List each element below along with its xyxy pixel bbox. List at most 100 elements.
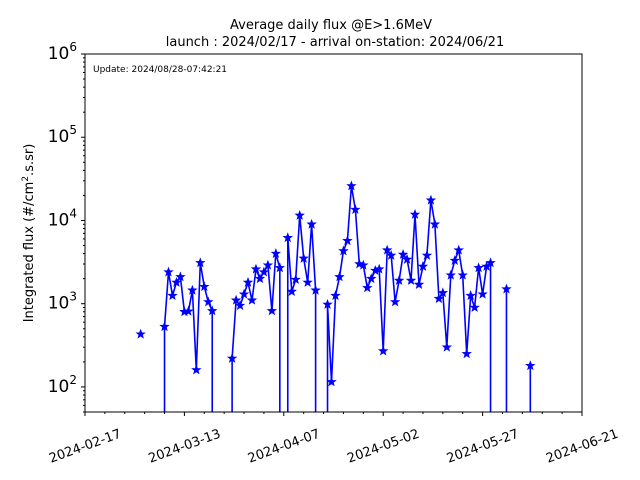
data-point-star: [465, 290, 476, 301]
data-point-star: [449, 255, 460, 265]
data-point-star: [358, 259, 369, 270]
data-point-star: [282, 232, 293, 243]
data-point-star: [167, 290, 178, 301]
data-point-star: [195, 257, 206, 268]
y-tick-label-base: 10: [48, 377, 70, 397]
data-point-star: [389, 296, 401, 307]
data-point-star: [306, 218, 317, 229]
data-point-star: [298, 252, 309, 263]
data-point-star: [437, 287, 449, 298]
data-point-star: [338, 245, 349, 256]
y-tick-label: 102: [48, 373, 77, 397]
y-tick-label-exponent: 5: [69, 123, 77, 137]
data-point-star: [417, 261, 429, 271]
data-point-star: [393, 275, 405, 285]
data-point-star: [425, 194, 437, 205]
y-tick-label-base: 10: [48, 127, 70, 147]
data-point-star: [374, 263, 385, 274]
data-point-star: [445, 269, 456, 280]
data-point-star: [413, 279, 425, 289]
data-point-star: [290, 274, 301, 284]
data-point-star: [171, 277, 182, 287]
data-point-star: [250, 263, 262, 274]
data-point-star: [326, 376, 337, 387]
data-point-star: [199, 281, 210, 292]
data-point-star: [230, 294, 242, 305]
chart-subtitle: launch : 2024/02/17 - arrival on-station…: [166, 35, 504, 50]
data-point-star: [203, 296, 214, 307]
data-point-star: [258, 266, 270, 277]
data-point-star: [254, 273, 266, 284]
data-point-star: [381, 244, 393, 255]
data-point-star: [175, 271, 186, 282]
data-point-star: [405, 275, 417, 285]
data-point-star: [262, 259, 274, 270]
data-point-star: [366, 273, 377, 284]
data-point-star: [378, 345, 389, 356]
y-axis-label-tail: .s.sr): [22, 144, 37, 176]
y-tick-label-exponent: 3: [69, 290, 77, 304]
y-axis-label: Integrated flux (#/cm2.s.sr): [21, 144, 37, 323]
data-point-star: [159, 321, 170, 332]
data-point-star: [266, 305, 278, 316]
data-point-star: [238, 288, 250, 299]
y-tick-label-base: 10: [48, 294, 70, 314]
data-point-star: [350, 204, 361, 215]
data-point-star: [401, 254, 413, 264]
y-tick-label-exponent: 2: [69, 373, 77, 387]
data-point-star: [207, 305, 218, 316]
data-point-star: [246, 294, 258, 305]
data-point-star: [187, 284, 198, 295]
data-point-star: [242, 277, 254, 287]
data-point-star: [294, 209, 305, 220]
data-point-star: [334, 271, 345, 282]
series-layer: [135, 180, 536, 412]
y-tick-label-base: 10: [48, 210, 70, 230]
chart-title: Average daily flux @E>1.6MeV: [230, 18, 432, 33]
data-point-star: [226, 352, 238, 363]
data-point-star: [135, 328, 146, 339]
data-point-star: [453, 244, 464, 255]
y-tick-label: 106: [48, 40, 77, 64]
y-axis-label-superscript: 2: [21, 176, 31, 182]
data-point-star: [409, 209, 421, 219]
data-point-star: [310, 284, 321, 295]
data-point-star: [270, 248, 282, 259]
data-point-star: [457, 269, 468, 280]
data-point-star: [342, 235, 353, 246]
data-point-star: [346, 180, 357, 191]
data-point-star: [362, 282, 373, 293]
data-point-star: [473, 262, 484, 273]
data-point-star: [191, 364, 202, 375]
update-annotation: Update: 2024/08/28-07:42:21: [93, 65, 227, 75]
data-point-star: [385, 249, 397, 260]
data-point-star: [234, 300, 246, 310]
data-point-star: [477, 288, 488, 299]
series-line: [326, 185, 492, 383]
data-point-star: [274, 262, 286, 273]
data-point-star: [501, 283, 512, 294]
y-tick-label: 104: [48, 206, 77, 230]
y-tick-label: 103: [48, 290, 77, 314]
y-tick-label: 105: [48, 123, 77, 147]
y-tick-label-base: 10: [48, 44, 70, 64]
data-point-star: [441, 341, 453, 352]
data-point-star: [397, 249, 409, 259]
data-point-star: [322, 298, 333, 309]
data-point-star: [330, 290, 341, 301]
data-point-star: [183, 305, 194, 316]
y-tick-label-exponent: 4: [69, 206, 77, 220]
data-point-star: [525, 360, 536, 371]
data-point-star: [163, 266, 174, 277]
data-point-star: [421, 249, 433, 260]
data-point-star: [469, 302, 480, 312]
data-point-star: [302, 277, 313, 287]
data-point-star: [429, 218, 441, 229]
data-point-star: [433, 293, 445, 304]
data-point-star: [461, 348, 472, 359]
data-point-star: [286, 286, 297, 296]
data-point-star: [485, 257, 496, 268]
